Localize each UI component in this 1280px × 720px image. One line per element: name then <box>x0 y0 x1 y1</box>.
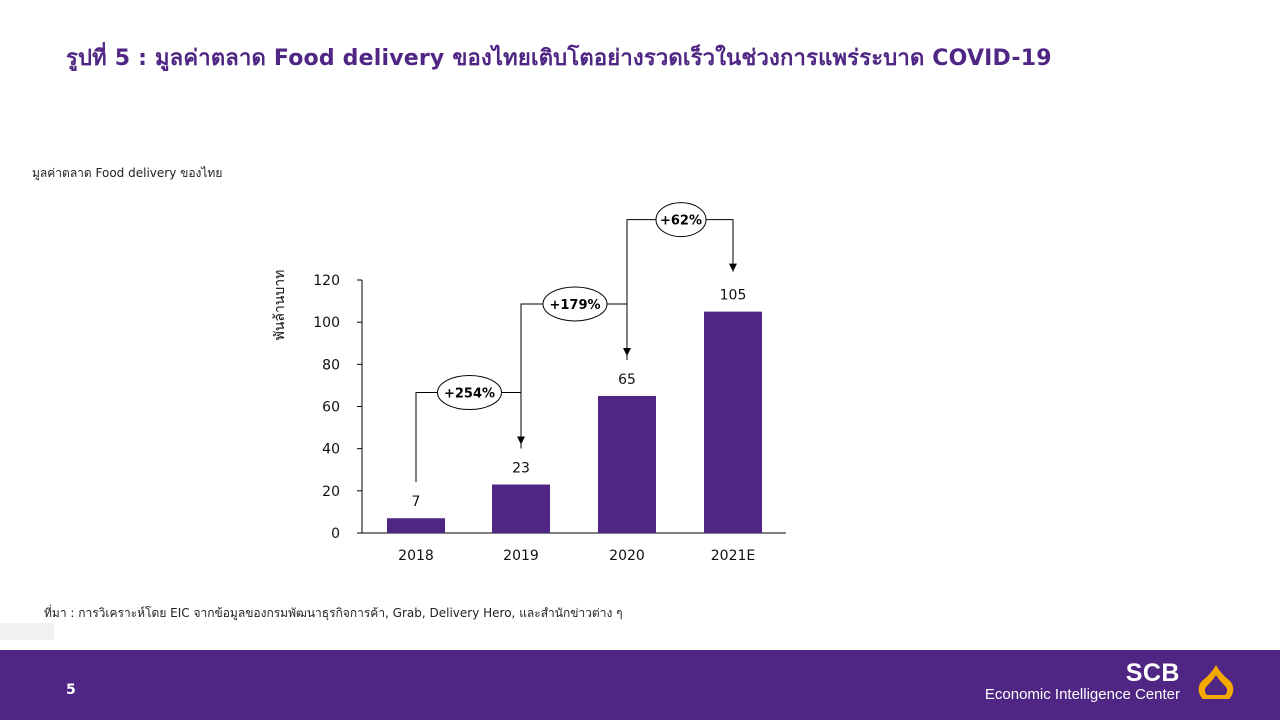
y-tick-label: 100 <box>313 315 340 331</box>
x-tick-label: 2018 <box>398 548 434 564</box>
growth-label: +62% <box>660 214 702 229</box>
y-tick-label: 120 <box>313 273 340 289</box>
x-tick-label: 2020 <box>609 548 645 564</box>
page-number: 5 <box>66 682 76 698</box>
x-tick-label: 2019 <box>503 548 539 564</box>
y-tick-label: 80 <box>322 357 340 373</box>
growth-bubble <box>542 286 608 322</box>
page-title: รูปที่ 5 : มูลค่าตลาด Food delivery ของไ… <box>66 46 1052 71</box>
data-label: 7 <box>412 494 421 510</box>
bar <box>598 395 656 533</box>
scb-logo-icon <box>1198 665 1234 699</box>
y-tick-label: 0 <box>331 526 340 542</box>
chart-subtitle: มูลค่าตลาด Food delivery ของไทย <box>32 166 223 180</box>
slide-tab-stub <box>0 623 54 640</box>
bar-chart: 0 20 40 60 80 100 120 พันล้านบาท 7 2018 23 2019 65 20… <box>272 202 786 564</box>
x-tick-label: 2021E <box>711 548 755 564</box>
data-label: 65 <box>618 372 636 388</box>
growth-label: +179% <box>549 298 600 313</box>
bar <box>492 484 550 533</box>
y-axis-label: พันล้านบาท <box>272 270 288 341</box>
source-note: ที่มา : การวิเคราะห์โดย EIC จากข้อมูลของ… <box>44 606 623 620</box>
brand-subtitle: Economic Intelligence Center <box>984 686 1180 703</box>
growth-label: +254% <box>444 387 495 402</box>
brand-name: SCB <box>1125 659 1180 687</box>
growth-bubble <box>437 375 502 411</box>
y-tick-label: 60 <box>322 400 340 416</box>
bar <box>387 518 445 533</box>
data-label: 23 <box>512 461 530 477</box>
y-tick-label: 40 <box>322 442 340 458</box>
growth-connector <box>626 219 734 360</box>
data-label: 105 <box>720 288 747 304</box>
y-tick-label: 20 <box>322 484 340 500</box>
footer-bar <box>0 650 1280 720</box>
growth-bubble <box>655 202 707 238</box>
growth-arrowhead <box>729 263 737 272</box>
bar <box>704 311 762 533</box>
brand-block: SCB Economic Intelligence Center <box>985 660 1180 704</box>
